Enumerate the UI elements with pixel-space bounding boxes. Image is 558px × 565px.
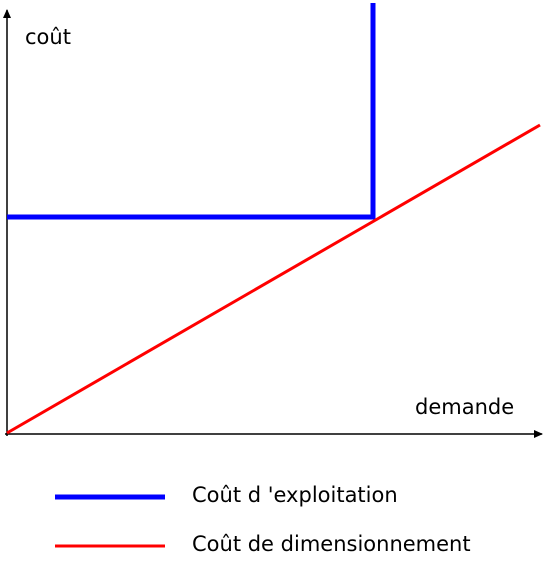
legend-label: Coût de dimensionnement [192,532,471,556]
y-axis-label: coût [25,25,71,49]
operating-cost-curve [7,3,376,220]
sizing-cost-curve [6,123,541,435]
legend-label: Coût d 'exploitation [192,483,398,507]
x-axis-label: demande [415,395,514,419]
